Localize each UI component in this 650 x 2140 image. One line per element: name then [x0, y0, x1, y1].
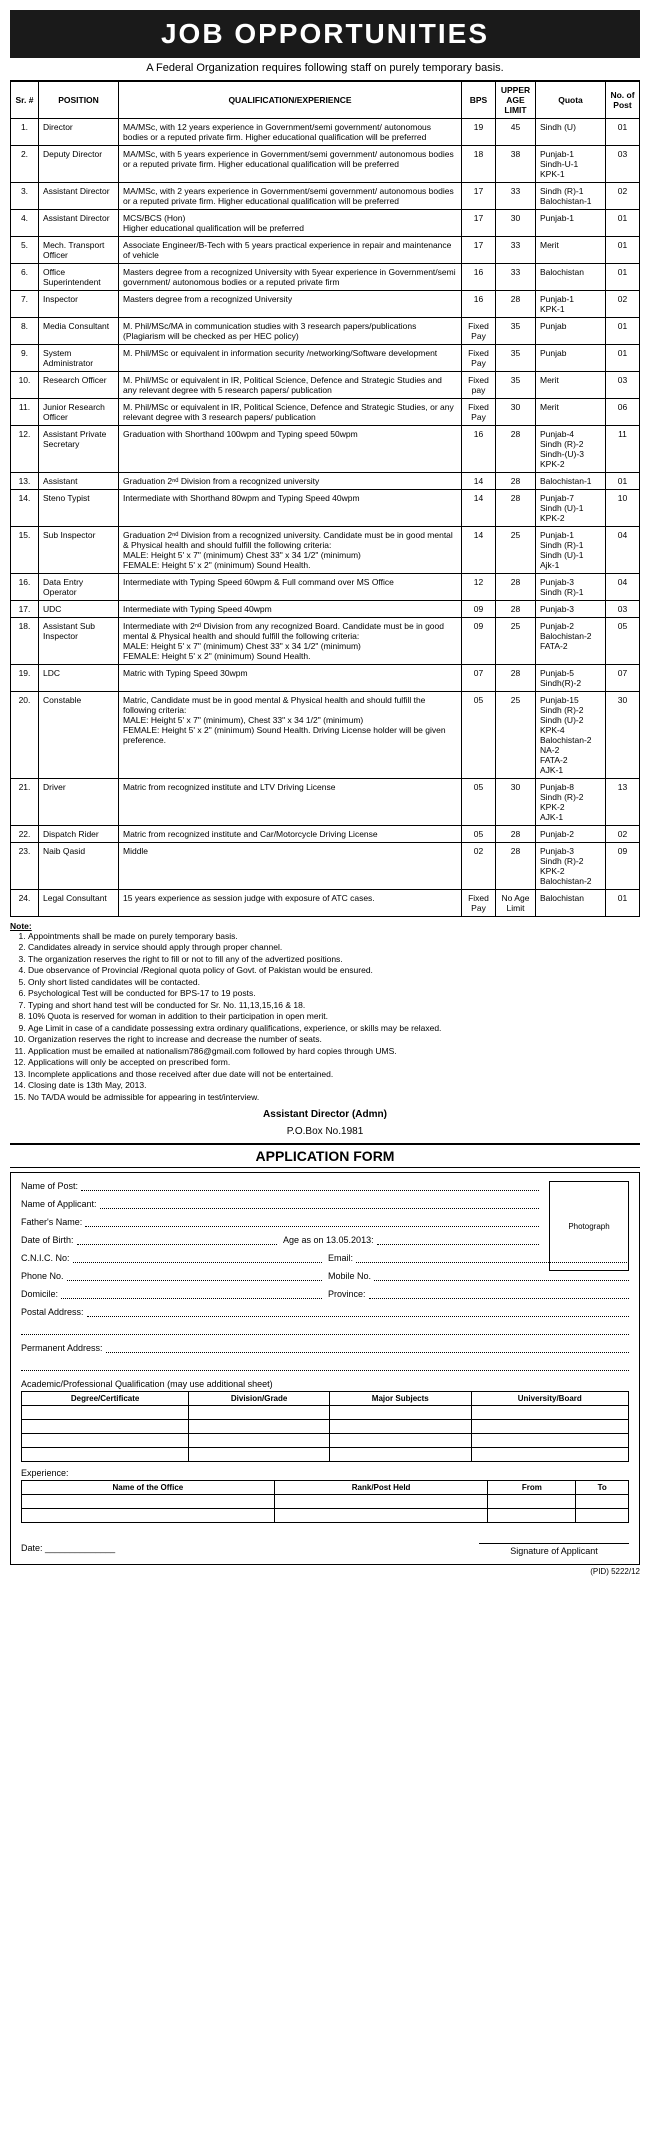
table-row: 1.DirectorMA/MSc, with 12 years experien… [11, 119, 640, 146]
academic-col-2: Major Subjects [329, 1392, 471, 1406]
app-form-title: APPLICATION FORM [10, 1143, 640, 1168]
table-row: 4.Assistant DirectorMCS/BCS (Hon) Higher… [11, 210, 640, 237]
application-form: Photograph Name of Post: Name of Applica… [10, 1172, 640, 1565]
label-father-name: Father's Name: [21, 1217, 82, 1227]
table-row: 3.Assistant DirectorMA/MSc, with 2 years… [11, 183, 640, 210]
label-name-of-post: Name of Post: [21, 1181, 78, 1191]
exp-col-2: From [488, 1481, 576, 1495]
table-row: 22.Dispatch RiderMatric from recognized … [11, 826, 640, 843]
label-signature: Signature of Applicant [479, 1543, 629, 1556]
admin-title: Assistant Director (Admn) [10, 1109, 640, 1120]
note-item: Closing date is 13th May, 2013. [28, 1080, 640, 1091]
academic-col-1: Division/Grade [189, 1392, 330, 1406]
table-row: 9.System AdministratorM. Phil/MSc or equ… [11, 345, 640, 372]
table-row: 24.Legal Consultant15 years experience a… [11, 890, 640, 917]
exp-col-1: Rank/Post Held [274, 1481, 488, 1495]
table-row: 8.Media ConsultantM. Phil/MSc/MA in comm… [11, 318, 640, 345]
table-row: 20.ConstableMatric, Candidate must be in… [11, 692, 640, 779]
table-row: 18.Assistant Sub InspectorIntermediate w… [11, 618, 640, 665]
label-domicile: Domicile: [21, 1289, 58, 1299]
note-item: The organization reserves the right to f… [28, 954, 640, 965]
label-cnic: C.N.I.C. No: [21, 1253, 70, 1263]
table-row: 13.AssistantGraduation 2ⁿᵈ Division from… [11, 473, 640, 490]
table-row: 19.LDCMatric with Typing Speed 30wpm0728… [11, 665, 640, 692]
col-age: UPPER AGE LIMIT [496, 82, 536, 119]
jobs-table: Sr. # POSITION QUALIFICATION/EXPERIENCE … [10, 81, 640, 917]
table-row: 12.Assistant Private SecretaryGraduation… [11, 426, 640, 473]
table-row: 7.InspectorMasters degree from a recogni… [11, 291, 640, 318]
note-item: Psychological Test will be conducted for… [28, 988, 640, 999]
table-row: 16.Data Entry OperatorIntermediate with … [11, 574, 640, 601]
col-sr: Sr. # [11, 82, 39, 119]
note-item: 10% Quota is reserved for woman in addit… [28, 1011, 640, 1022]
table-row: 17.UDCIntermediate with Typing Speed 40w… [11, 601, 640, 618]
note-item: Only short listed candidates will be con… [28, 977, 640, 988]
note-item: Incomplete applications and those receiv… [28, 1069, 640, 1080]
label-phone: Phone No. [21, 1271, 64, 1281]
exp-col-3: To [576, 1481, 629, 1495]
pid-number: (PID) 5222/12 [10, 1567, 640, 1576]
academic-table: Degree/Certificate Division/Grade Major … [21, 1391, 629, 1462]
page-subtitle: A Federal Organization requires followin… [10, 58, 640, 81]
academic-col-3: University/Board [471, 1392, 628, 1406]
table-row: 6.Office SuperintendentMasters degree fr… [11, 264, 640, 291]
note-item: Age Limit in case of a candidate possess… [28, 1023, 640, 1034]
label-date: Date: [21, 1543, 43, 1553]
note-item: Due observance of Provincial /Regional q… [28, 965, 640, 976]
notes-section: Note: Appointments shall be made on pure… [10, 921, 640, 1103]
exp-col-0: Name of the Office [22, 1481, 275, 1495]
table-row: 14.Steno TypistIntermediate with Shortha… [11, 490, 640, 527]
label-email: Email: [328, 1253, 353, 1263]
col-quota: Quota [536, 82, 606, 119]
table-row: 10.Research OfficerM. Phil/MSc or equiva… [11, 372, 640, 399]
label-applicant-name: Name of Applicant: [21, 1199, 97, 1209]
table-row: 15.Sub InspectorGraduation 2ⁿᵈ Division … [11, 527, 640, 574]
label-permanent-address: Permanent Address: [21, 1343, 103, 1353]
col-bps: BPS [462, 82, 496, 119]
note-item: Candidates already in service should app… [28, 942, 640, 953]
label-dob: Date of Birth: [21, 1235, 74, 1245]
table-row: 5.Mech. Transport OfficerAssociate Engin… [11, 237, 640, 264]
page-title: JOB OPPORTUNITIES [10, 10, 640, 58]
experience-label: Experience: [21, 1468, 629, 1478]
table-row: 11.Junior Research OfficerM. Phil/MSc or… [11, 399, 640, 426]
admin-pobox: P.O.Box No.1981 [10, 1126, 640, 1137]
note-item: Organization reserves the right to incre… [28, 1034, 640, 1045]
label-mobile: Mobile No. [328, 1271, 371, 1281]
label-postal-address: Postal Address: [21, 1307, 84, 1317]
note-item: Typing and short hand test will be condu… [28, 1000, 640, 1011]
table-row: 2.Deputy DirectorMA/MSc, with 5 years ex… [11, 146, 640, 183]
table-row: 23.Naib QasidMiddle0228Punjab-3 Sindh (R… [11, 843, 640, 890]
note-item: Appointments shall be made on purely tem… [28, 931, 640, 942]
col-position: POSITION [39, 82, 119, 119]
col-posts: No. of Post [606, 82, 640, 119]
academic-col-0: Degree/Certificate [22, 1392, 189, 1406]
notes-title: Note: [10, 921, 32, 931]
label-province: Province: [328, 1289, 366, 1299]
label-age-as-on: Age as on 13.05.2013: [283, 1235, 374, 1245]
col-qual: QUALIFICATION/EXPERIENCE [119, 82, 462, 119]
photo-placeholder: Photograph [549, 1181, 629, 1271]
notes-list: Appointments shall be made on purely tem… [10, 931, 640, 1103]
note-item: Application must be emailed at nationali… [28, 1046, 640, 1057]
note-item: Applications will only be accepted on pr… [28, 1057, 640, 1068]
table-row: 21.DriverMatric from recognized institut… [11, 779, 640, 826]
academic-label: Academic/Professional Qualification (may… [21, 1379, 629, 1389]
experience-table: Name of the Office Rank/Post Held From T… [21, 1480, 629, 1523]
note-item: No TA/DA would be admissible for appeari… [28, 1092, 640, 1103]
